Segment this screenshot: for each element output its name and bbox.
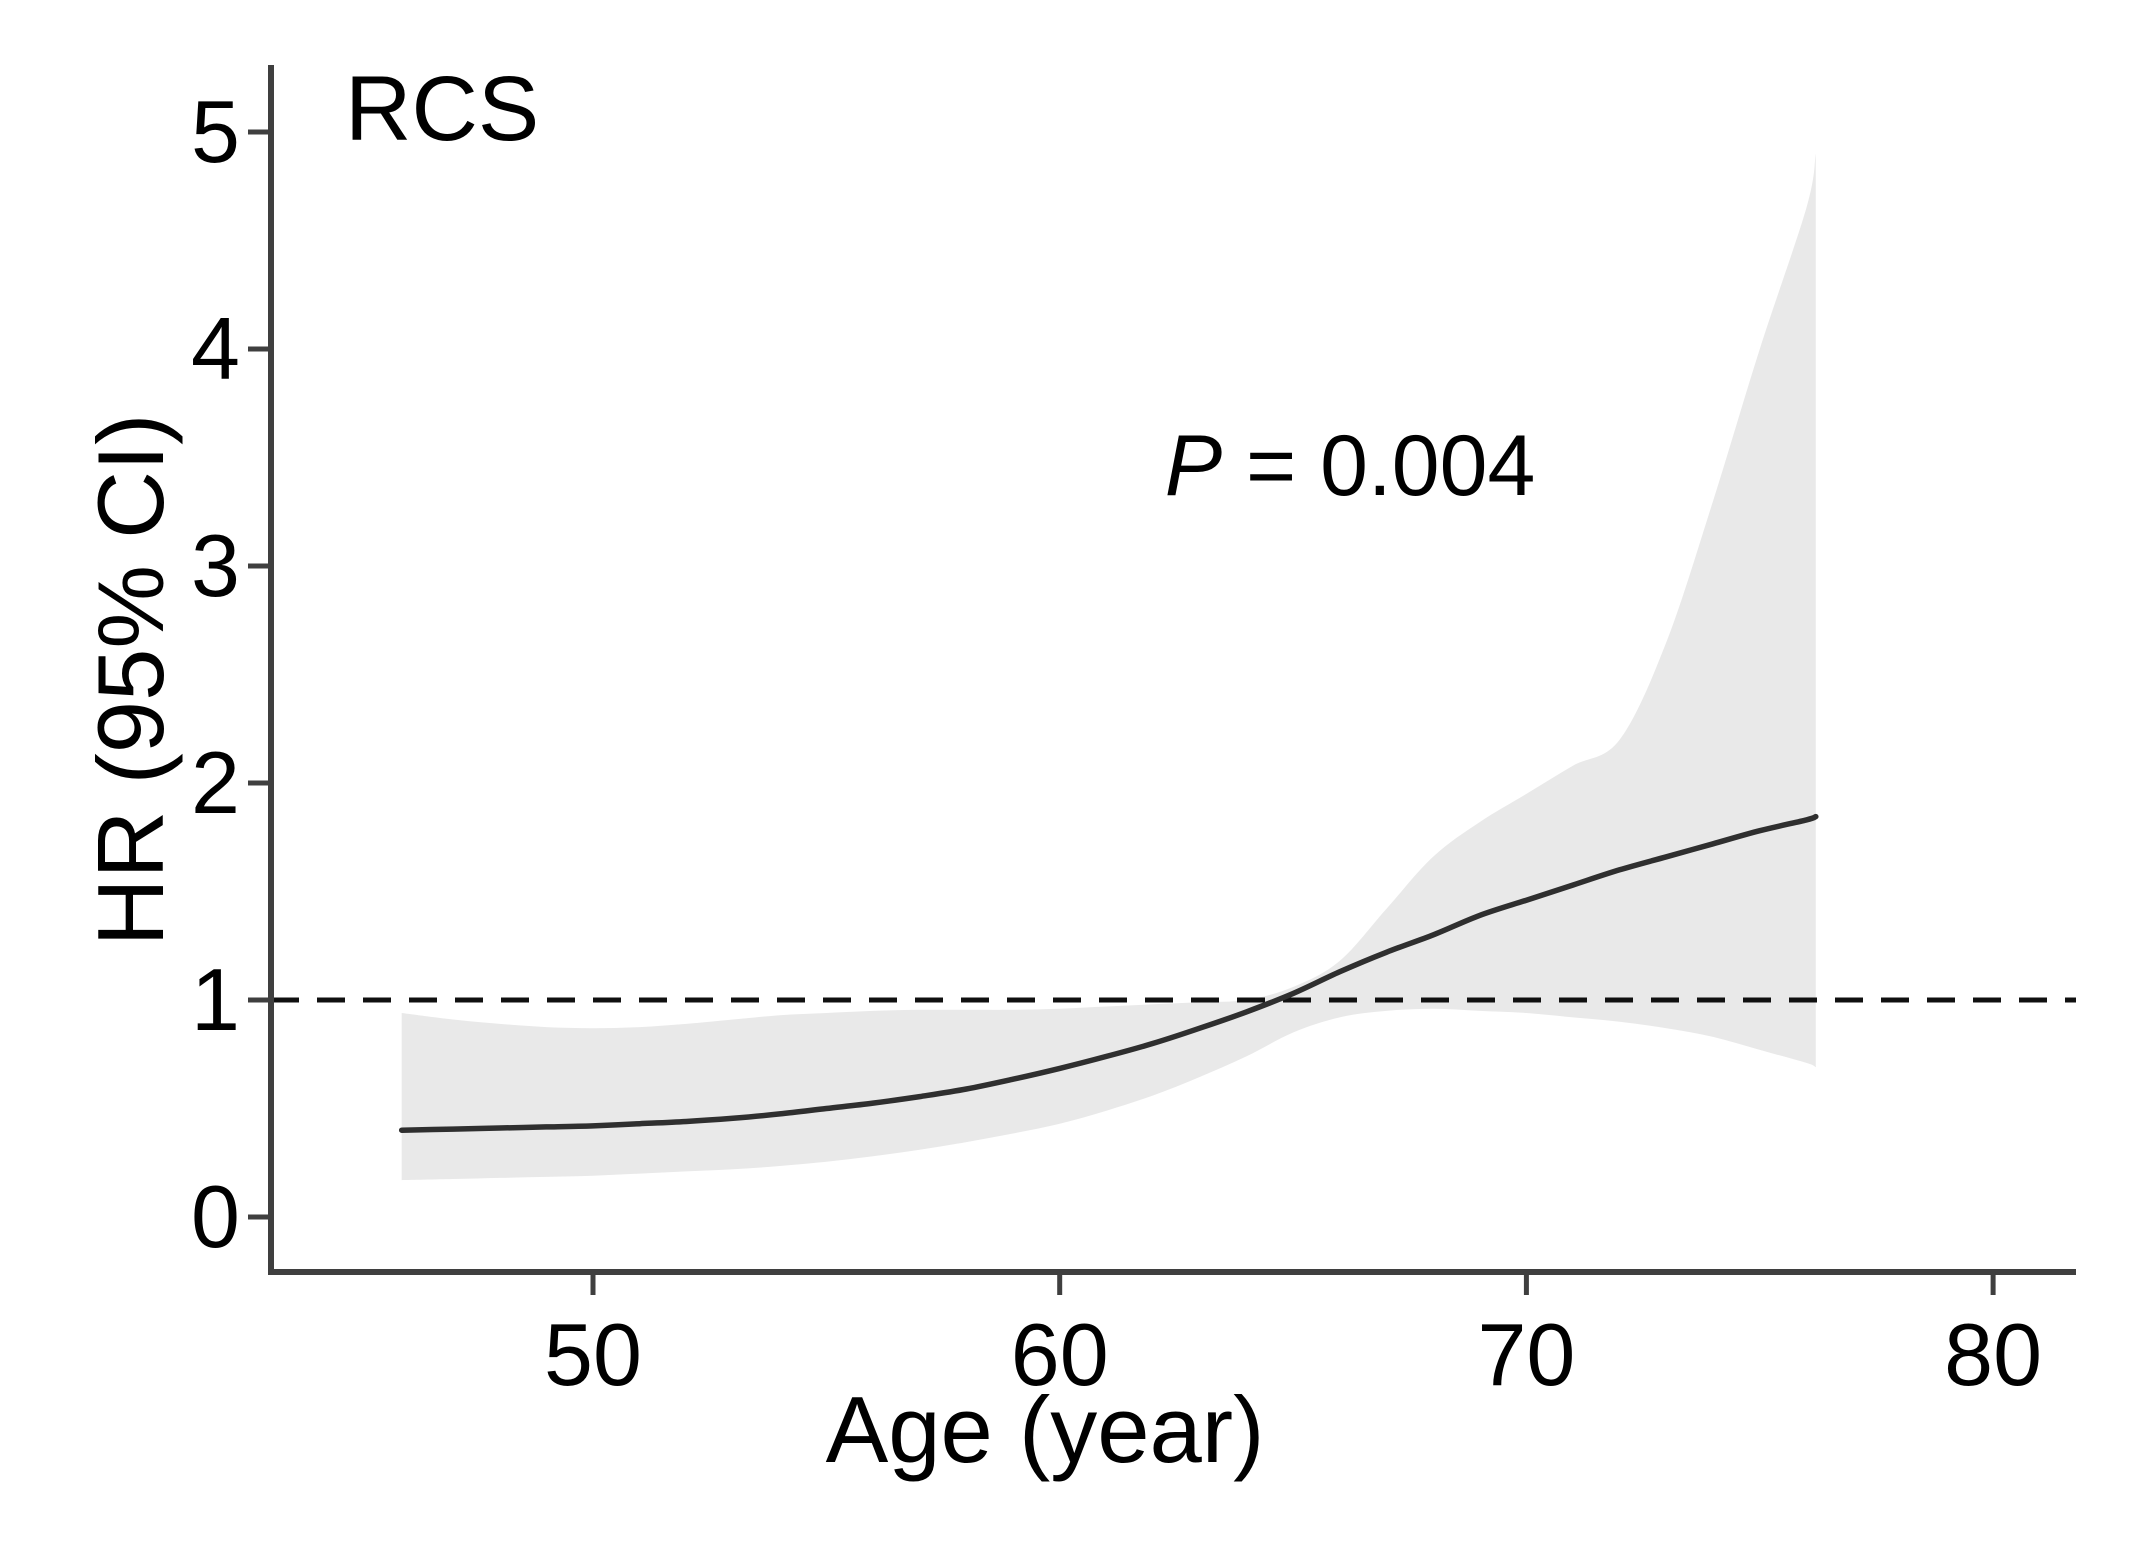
tick-label: 80	[1944, 1305, 2042, 1404]
tick-label: 2	[191, 733, 240, 832]
tick-label: 1	[191, 950, 240, 1049]
p-value-number: = 0.004	[1222, 418, 1535, 514]
tick-marks	[248, 129, 1996, 1295]
p-value-symbol: P	[1165, 418, 1222, 514]
hr-curve	[398, 813, 1819, 1133]
p-value-annotation: P = 0.004	[1165, 418, 1536, 514]
tick-label: 3	[191, 516, 240, 615]
tick-label: 4	[191, 299, 240, 398]
tick-label: 50	[544, 1305, 642, 1404]
tick-label: 0	[191, 1167, 240, 1266]
tick-label: 60	[1011, 1305, 1109, 1404]
axes	[248, 65, 2076, 1295]
panel-title: RCS	[345, 58, 539, 160]
tick-label: 70	[1477, 1305, 1575, 1404]
tick-label: 5	[191, 82, 240, 181]
tick-labels: 0 1 2 3 4 5 50 60 70 80	[191, 82, 2042, 1404]
y-axis-title: HR (95% CI)	[78, 414, 183, 947]
confidence-band	[401, 153, 1816, 1181]
x-axis-title: Age (year)	[826, 1377, 1265, 1482]
